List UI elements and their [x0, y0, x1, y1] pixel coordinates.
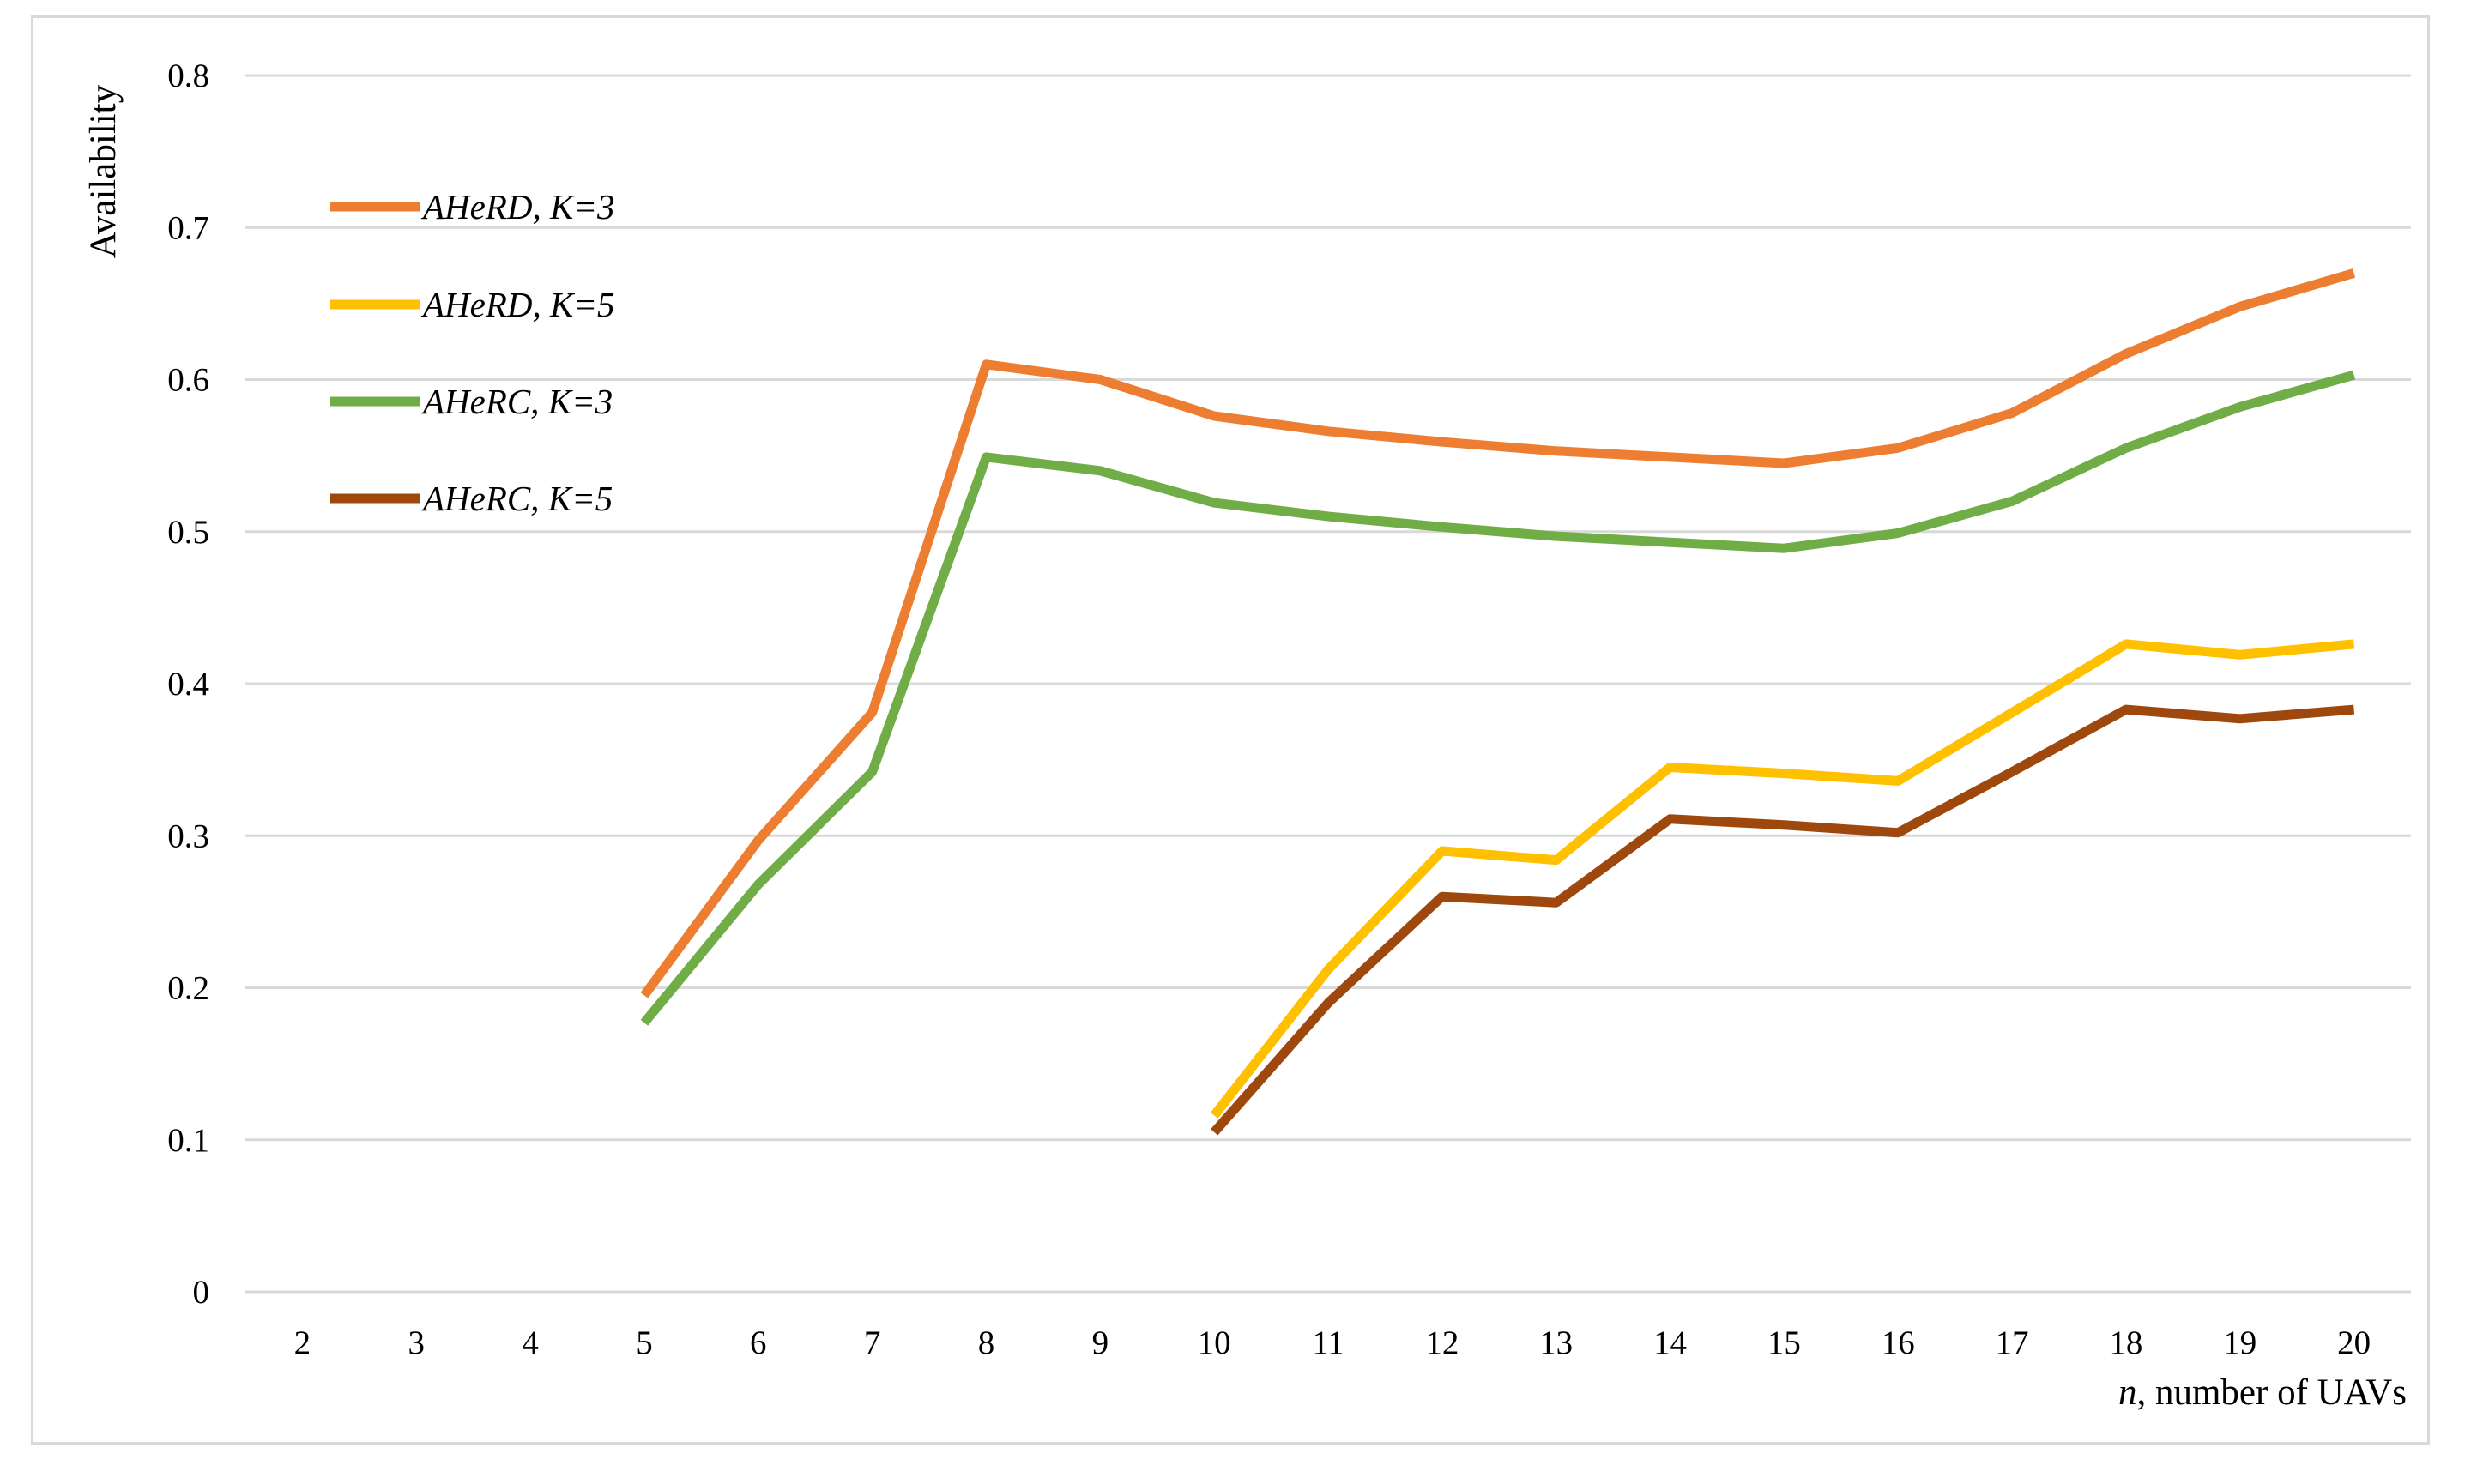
series-line-aherd-k-5 — [1210, 639, 2355, 1119]
x-axis-title-text: , number of UAVs — [2136, 1372, 2407, 1413]
y-tick-label: 0.2 — [167, 970, 209, 1007]
legend-label: AHeRC, K=5 — [420, 479, 613, 518]
x-tick-label: 12 — [1425, 1324, 1459, 1361]
y-tick-label: 0 — [193, 1274, 210, 1311]
y-tick-label: 0.5 — [167, 514, 209, 551]
x-tick-label: 2 — [294, 1324, 311, 1361]
y-tick-label: 0.4 — [167, 666, 209, 703]
series-lines — [640, 268, 2356, 1136]
x-tick-label: 6 — [750, 1324, 767, 1361]
x-tick-label: 5 — [636, 1324, 653, 1361]
y-tick-label: 0.8 — [167, 57, 209, 94]
series-line-aherd-k-3 — [640, 268, 2356, 998]
x-axis-ticks: 2 3 4 5 6 7 8 9 10 11 12 13 14 15 16 17 18 19 20 — [294, 1324, 2371, 1361]
x-tick-label: 19 — [2223, 1324, 2256, 1361]
x-tick-label: 20 — [2337, 1324, 2371, 1361]
series-line-aherc-k-3 — [640, 370, 2356, 1026]
gridlines — [245, 74, 2411, 1294]
x-tick-label: 7 — [864, 1324, 881, 1361]
x-tick-label: 16 — [1882, 1324, 1915, 1361]
legend-label: AHeRD, K=3 — [420, 187, 615, 226]
x-tick-label: 11 — [1312, 1324, 1344, 1361]
y-tick-label: 0.1 — [167, 1122, 209, 1159]
x-tick-label: 17 — [1996, 1324, 2029, 1361]
legend: AHeRD, K=3 AHeRD, K=5 AHeRC, K=3 AHeRC, K=5 — [330, 187, 615, 518]
legend-label: AHeRD, K=5 — [420, 285, 615, 324]
series-line-aherc-k-5 — [1211, 704, 2355, 1136]
y-tick-label: 0.3 — [167, 817, 209, 854]
x-tick-label: 15 — [1767, 1324, 1801, 1361]
y-tick-label: 0.7 — [167, 209, 209, 246]
x-tick-label: 4 — [522, 1324, 539, 1361]
chart-frame — [31, 15, 2430, 1445]
x-tick-label: 3 — [408, 1324, 426, 1361]
x-axis-title-variable: n — [2118, 1372, 2137, 1413]
x-tick-label: 18 — [2109, 1324, 2142, 1361]
x-tick-label: 8 — [978, 1324, 995, 1361]
x-tick-label: 13 — [1539, 1324, 1573, 1361]
y-axis-title: Availability — [83, 84, 124, 258]
x-tick-label: 9 — [1092, 1324, 1109, 1361]
y-tick-label: 0.6 — [167, 362, 209, 399]
x-tick-label: 10 — [1198, 1324, 1231, 1361]
x-tick-label: 14 — [1653, 1324, 1687, 1361]
legend-label: AHeRC, K=3 — [420, 382, 613, 421]
y-axis-ticks: 0 0.1 0.2 0.3 0.4 0.5 0.6 0.7 0.8 — [167, 57, 209, 1311]
x-axis-title: n, number of UAVs — [2118, 1372, 2407, 1413]
